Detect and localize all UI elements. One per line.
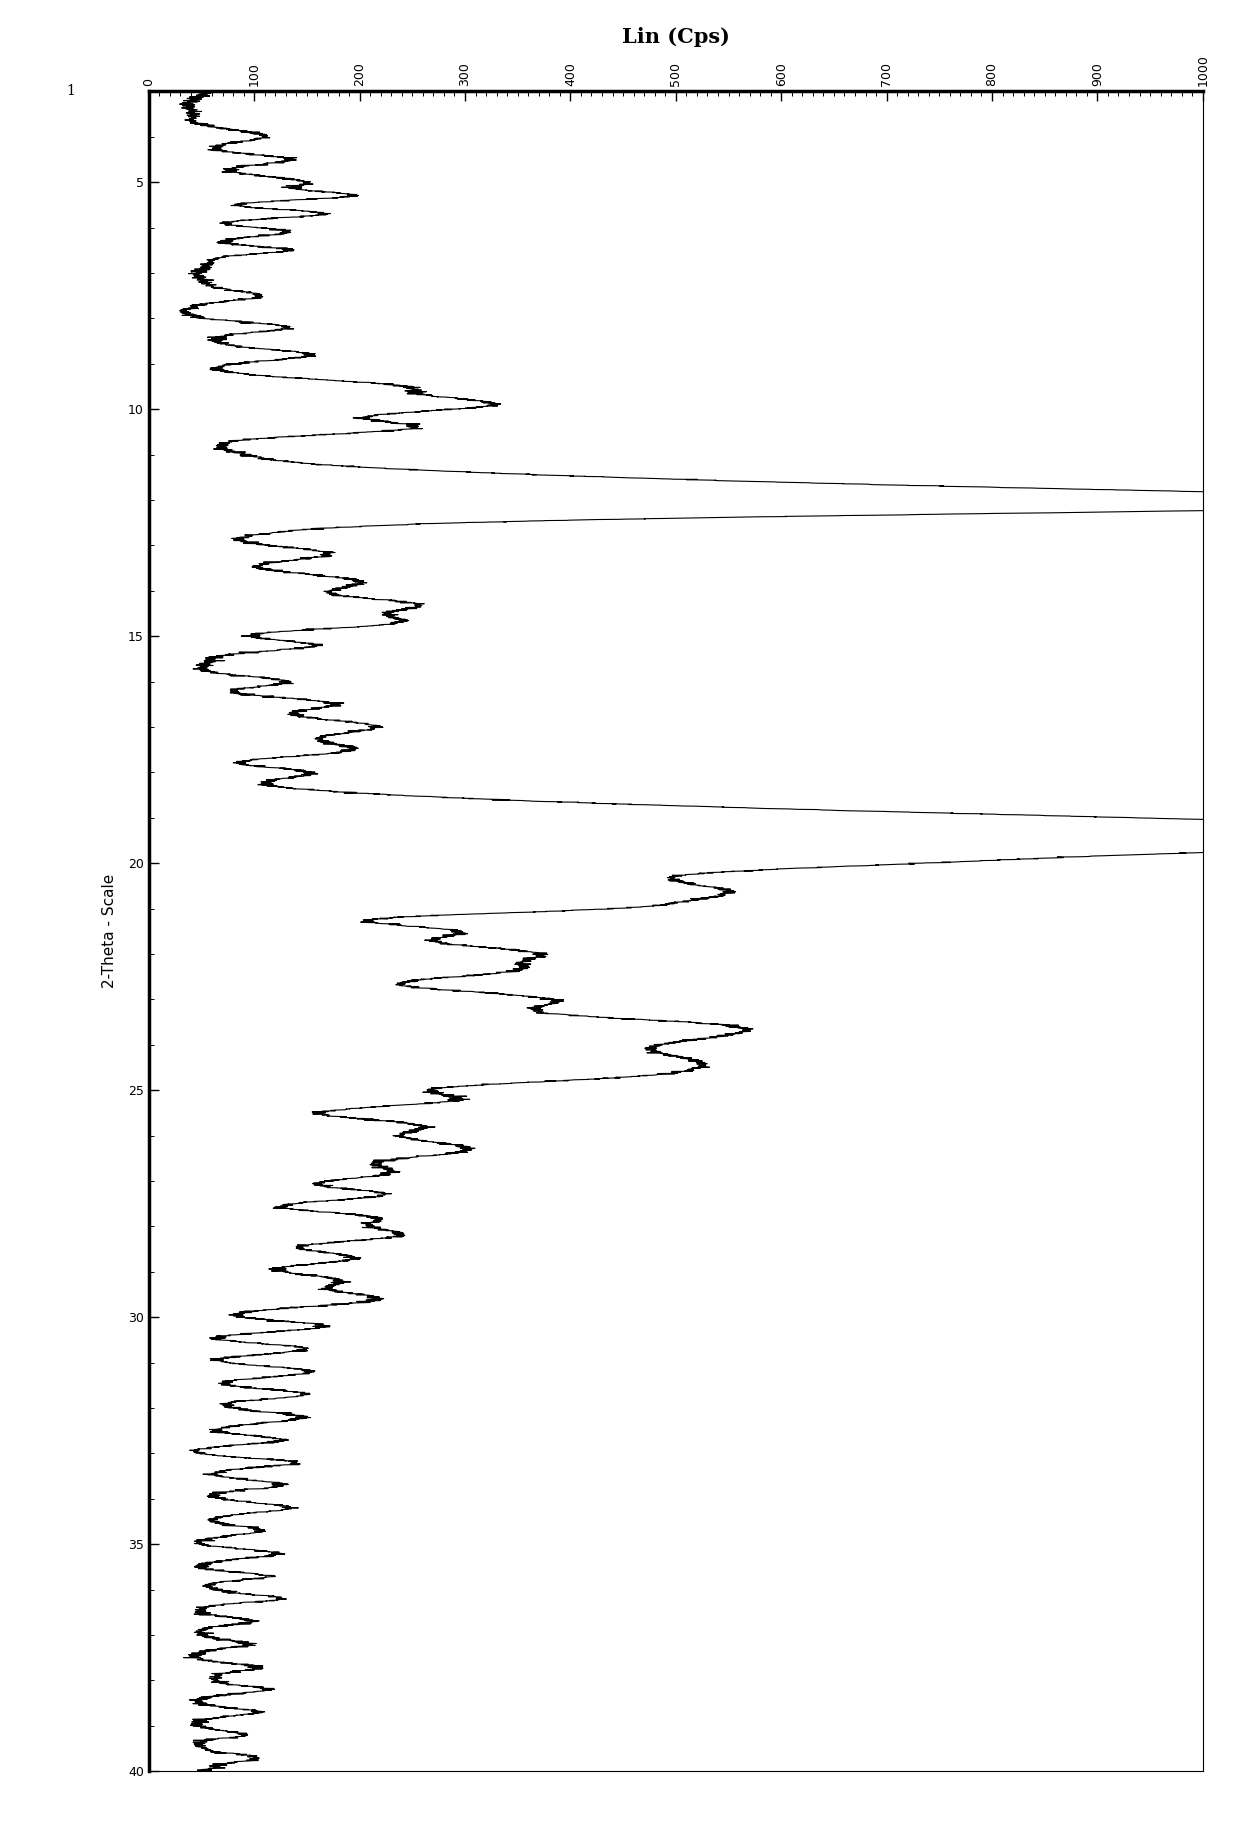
Text: 1: 1 xyxy=(66,84,74,99)
X-axis label: Lin (Cps): Lin (Cps) xyxy=(622,27,729,47)
Y-axis label: 2-Theta - Scale: 2-Theta - Scale xyxy=(102,875,117,988)
